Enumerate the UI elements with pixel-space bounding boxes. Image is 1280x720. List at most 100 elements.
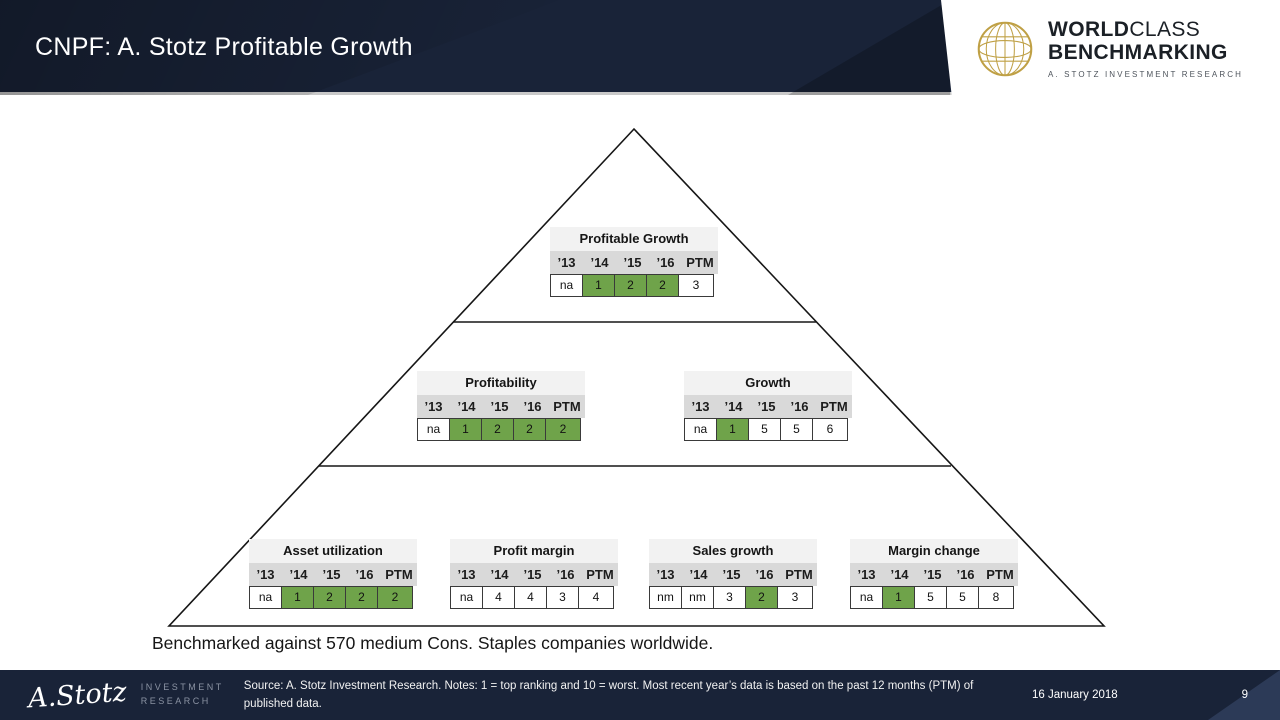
table-sales-growth: Sales growth ’13 ’14 ’15 ’16 PTM nm nm 3… [649, 539, 817, 609]
rank-cell: 2 [513, 418, 546, 441]
table-values: na 1 2 2 2 [417, 418, 585, 441]
brand-text: INVESTMENT RESEARCH [141, 681, 224, 709]
year-header-cell: ’16 [355, 567, 374, 582]
year-header-cell: PTM [385, 567, 413, 582]
footer-bar: A.Stotz INVESTMENT RESEARCH Source: A. S… [0, 670, 1280, 720]
rank-cell: 2 [614, 274, 647, 297]
rank-cell: 1 [882, 586, 915, 609]
rank-cell: 4 [578, 586, 614, 609]
rank-cell: 8 [978, 586, 1014, 609]
rank-cell: 1 [582, 274, 615, 297]
table-year-header: ’13 ’14 ’15 ’16 PTM [450, 563, 618, 586]
rank-cell: 4 [514, 586, 547, 609]
rank-cell: 4 [482, 586, 515, 609]
logo-area: WORLDCLASS BENCHMARKING A. STOTZ INVESTM… [941, 0, 1280, 98]
table-year-header: ’13 ’14 ’15 ’16 PTM [850, 563, 1018, 586]
year-header-cell: ’15 [490, 399, 509, 414]
rank-cell: na [249, 586, 282, 609]
year-header-cell: PTM [686, 255, 714, 270]
table-year-header: ’13 ’14 ’15 ’16 PTM [249, 563, 417, 586]
rank-cell: 2 [345, 586, 378, 609]
year-header-cell: ’14 [890, 567, 909, 582]
table-title: Growth [684, 371, 852, 395]
year-header-cell: ’14 [724, 399, 743, 414]
year-header-cell: ’14 [457, 399, 476, 414]
rank-cell: 2 [313, 586, 346, 609]
year-header-cell: ’15 [722, 567, 741, 582]
table-title: Profitability [417, 371, 585, 395]
table-values: na 1 2 2 2 [249, 586, 417, 609]
table-title: Sales growth [649, 539, 817, 563]
logo-subtitle: A. STOTZ INVESTMENT RESEARCH [1048, 69, 1243, 79]
year-header-cell: PTM [586, 567, 614, 582]
table-values: nm nm 3 2 3 [649, 586, 817, 609]
year-header-cell: ’16 [790, 399, 809, 414]
table-values: na 1 5 5 8 [850, 586, 1018, 609]
year-header-cell: ’14 [689, 567, 708, 582]
year-header-cell: PTM [553, 399, 581, 414]
rank-cell: 3 [546, 586, 579, 609]
year-header-cell: ’15 [523, 567, 542, 582]
rank-cell: 1 [716, 418, 749, 441]
year-header-cell: ’16 [523, 399, 542, 414]
rank-cell: 5 [946, 586, 979, 609]
rank-cell: 2 [646, 274, 679, 297]
year-header-cell: ’16 [656, 255, 675, 270]
year-header-cell: ’13 [457, 567, 476, 582]
table-values: na 4 4 3 4 [450, 586, 618, 609]
year-header-cell: ’13 [557, 255, 576, 270]
table-profitable-growth: Profitable Growth ’13 ’14 ’15 ’16 PTM na… [550, 227, 718, 297]
globe-icon [977, 21, 1033, 77]
year-header-cell: PTM [986, 567, 1014, 582]
rank-cell: na [450, 586, 483, 609]
year-header-cell: ’15 [923, 567, 942, 582]
logo-wordmark: WORLDCLASS BENCHMARKING A. STOTZ INVESTM… [1048, 18, 1243, 79]
year-header-cell: ’14 [490, 567, 509, 582]
table-year-header: ’13 ’14 ’15 ’16 PTM [417, 395, 585, 418]
logo-line-benchmarking: BENCHMARKING [1048, 41, 1228, 64]
page-number: 9 [1241, 689, 1248, 701]
rank-cell: na [550, 274, 583, 297]
rank-cell: 3 [713, 586, 746, 609]
year-header-cell: PTM [820, 399, 848, 414]
slide-date: 16 January 2018 [1032, 689, 1118, 701]
table-values: na 1 2 2 3 [550, 274, 718, 297]
rank-cell: 1 [449, 418, 482, 441]
brand-line-research: RESEARCH [140, 696, 211, 706]
page-title: CNPF: A. Stotz Profitable Growth [35, 33, 413, 61]
rank-cell: 5 [780, 418, 813, 441]
rank-cell: 1 [281, 586, 314, 609]
year-header-cell: ’16 [556, 567, 575, 582]
rank-cell: 2 [377, 586, 413, 609]
rank-cell: na [417, 418, 450, 441]
rank-cell: 2 [745, 586, 778, 609]
rank-cell: 3 [678, 274, 714, 297]
table-title: Profit margin [450, 539, 618, 563]
table-asset-utilization: Asset utilization ’13 ’14 ’15 ’16 PTM na… [249, 539, 417, 609]
year-header-cell: ’13 [424, 399, 443, 414]
year-header-cell: ’16 [956, 567, 975, 582]
table-title: Margin change [850, 539, 1018, 563]
header-diagonal-accent-right [788, 0, 950, 95]
brand-line-investment: INVESTMENT [140, 682, 224, 693]
table-year-header: ’13 ’14 ’15 ’16 PTM [550, 251, 718, 274]
table-profit-margin: Profit margin ’13 ’14 ’15 ’16 PTM na 4 4… [450, 539, 618, 609]
year-header-cell: PTM [785, 567, 813, 582]
table-year-header: ’13 ’14 ’15 ’16 PTM [684, 395, 852, 418]
table-title: Profitable Growth [550, 227, 718, 251]
rank-cell: nm [649, 586, 682, 609]
rank-cell: 3 [777, 586, 813, 609]
year-header-cell: ’13 [691, 399, 710, 414]
year-header-cell: ’13 [656, 567, 675, 582]
year-header-cell: ’14 [590, 255, 609, 270]
year-header-cell: ’15 [757, 399, 776, 414]
rank-cell: 5 [914, 586, 947, 609]
table-values: na 1 5 5 6 [684, 418, 852, 441]
rank-cell: na [684, 418, 717, 441]
rank-cell: 2 [545, 418, 581, 441]
rank-cell: 6 [812, 418, 848, 441]
year-header-cell: ’15 [623, 255, 642, 270]
table-profitability: Profitability ’13 ’14 ’15 ’16 PTM na 1 2… [417, 371, 585, 441]
table-year-header: ’13 ’14 ’15 ’16 PTM [649, 563, 817, 586]
